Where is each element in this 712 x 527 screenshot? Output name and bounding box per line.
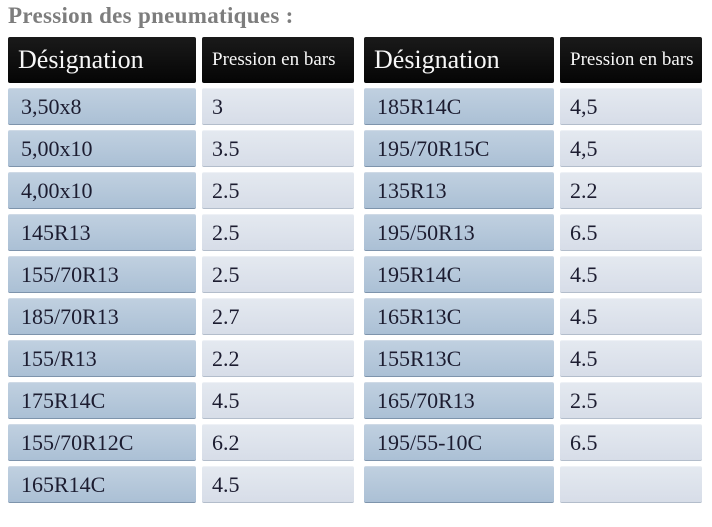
- table-row: 195/55-10C 6.5: [364, 424, 702, 461]
- table-row: 3,50x8 3: [8, 88, 354, 125]
- pressure-cell: 4.5: [560, 298, 702, 335]
- designation-cell: 165R13C: [364, 298, 554, 335]
- pressure-cell: 4,5: [560, 130, 702, 167]
- pressure-cell: 4.5: [560, 256, 702, 293]
- designation-cell: [364, 466, 554, 503]
- pressure-cell: 2.5: [202, 214, 354, 251]
- designation-cell: 195R14C: [364, 256, 554, 293]
- designation-cell: 145R13: [8, 214, 196, 251]
- table-row: [364, 466, 702, 503]
- designation-cell: 155/70R12C: [8, 424, 196, 461]
- pressure-cell: 2.5: [202, 256, 354, 293]
- pressure-cell: 6.5: [560, 214, 702, 251]
- header-row: Désignation Pression en bars: [8, 37, 354, 83]
- tire-pressure-table-right: Désignation Pression en bars 185R14C 4,5 1…: [364, 37, 702, 503]
- pressure-cell: 4.5: [202, 382, 354, 419]
- table-row: 165/70R13 2.5: [364, 382, 702, 419]
- pressure-cell: 6.5: [560, 424, 702, 461]
- pressure-cell: 2.2: [202, 340, 354, 377]
- table-row: 185/70R13 2.7: [8, 298, 354, 335]
- pressure-cell: 2.5: [560, 382, 702, 419]
- table-row: 195R14C 4.5: [364, 256, 702, 293]
- designation-cell: 155/R13: [8, 340, 196, 377]
- page-title: Pression des pneumatiques :: [8, 3, 294, 28]
- table-row: 165R14C 4.5: [8, 466, 354, 503]
- pressure-cell: 2.7: [202, 298, 354, 335]
- designation-cell: 195/70R15C: [364, 130, 554, 167]
- table-row: 195/70R15C 4,5: [364, 130, 702, 167]
- table-row: 4,00x10 2.5: [8, 172, 354, 209]
- designation-cell: 4,00x10: [8, 172, 196, 209]
- designation-cell: 3,50x8: [8, 88, 196, 125]
- pressure-cell: 2.2: [560, 172, 702, 209]
- table-row: 175R14C 4.5: [8, 382, 354, 419]
- table-row: 195/50R13 6.5: [364, 214, 702, 251]
- table-body: 185R14C 4,5 195/70R15C 4,5 135R13 2.2 195/50R1…: [364, 88, 702, 503]
- designation-cell: 165/70R13: [364, 382, 554, 419]
- table-row: 145R13 2.5: [8, 214, 354, 251]
- pressure-column-header: Pression en bars: [560, 37, 702, 83]
- pressure-cell: 4.5: [560, 340, 702, 377]
- document-page: Pression des pneumatiques : Désignation …: [8, 3, 704, 503]
- pressure-column-header: Pression en bars: [202, 37, 354, 83]
- table-body: 3,50x8 3 5,00x10 3.5 4,00x10 2.5 145R13 2.5 155/…: [8, 88, 354, 503]
- designation-cell: 175R14C: [8, 382, 196, 419]
- designation-cell: 195/55-10C: [364, 424, 554, 461]
- pressure-cell: 6.2: [202, 424, 354, 461]
- designation-column-header: Désignation: [364, 37, 554, 83]
- table-row: 135R13 2.2: [364, 172, 702, 209]
- tables-container: Désignation Pression en bars 3,50x8 3 5,00…: [8, 37, 704, 503]
- table-row: 165R13C 4.5: [364, 298, 702, 335]
- pressure-cell: 3.5: [202, 130, 354, 167]
- pressure-cell: [560, 466, 702, 503]
- table-row: 155/70R13 2.5: [8, 256, 354, 293]
- designation-cell: 185/70R13: [8, 298, 196, 335]
- designation-cell: 5,00x10: [8, 130, 196, 167]
- pressure-cell: 4,5: [560, 88, 702, 125]
- tire-pressure-table-left: Désignation Pression en bars 3,50x8 3 5,00…: [8, 37, 354, 503]
- pressure-cell: 2.5: [202, 172, 354, 209]
- table-row: 5,00x10 3.5: [8, 130, 354, 167]
- table-row: 155R13C 4.5: [364, 340, 702, 377]
- designation-cell: 155R13C: [364, 340, 554, 377]
- header-row: Désignation Pression en bars: [364, 37, 702, 83]
- table-row: 155/R13 2.2: [8, 340, 354, 377]
- designation-column-header: Désignation: [8, 37, 196, 83]
- table-row: 185R14C 4,5: [364, 88, 702, 125]
- designation-cell: 185R14C: [364, 88, 554, 125]
- pressure-cell: 3: [202, 88, 354, 125]
- designation-cell: 155/70R13: [8, 256, 196, 293]
- pressure-cell: 4.5: [202, 466, 354, 503]
- designation-cell: 135R13: [364, 172, 554, 209]
- designation-cell: 165R14C: [8, 466, 196, 503]
- table-row: 155/70R12C 6.2: [8, 424, 354, 461]
- designation-cell: 195/50R13: [364, 214, 554, 251]
